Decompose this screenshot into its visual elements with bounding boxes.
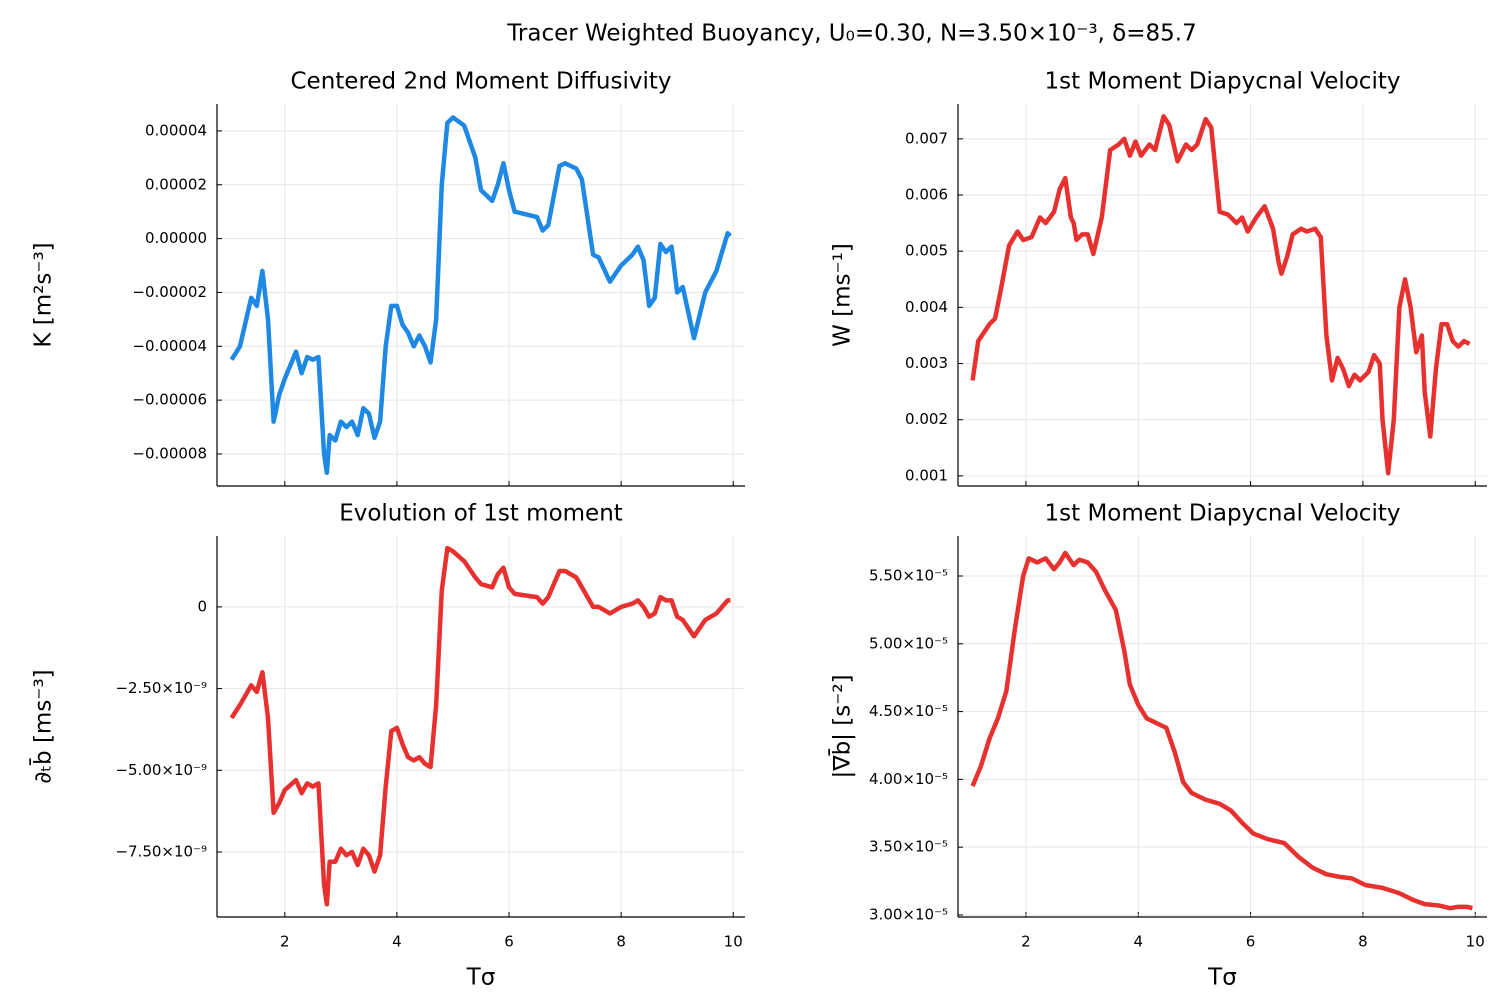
y-axis-label: |∇b̄| [s⁻²]: [827, 674, 855, 778]
y-tick-label: 5.00×10⁻⁵: [869, 634, 948, 652]
x-axis-label: Tσ: [466, 965, 496, 991]
x-tick-label: 2: [280, 933, 290, 951]
y-tick-label: 0.003: [905, 354, 948, 372]
y-tick-label: 0.00004: [145, 121, 207, 139]
data-line: [970, 550, 1473, 911]
y-tick-label: −7.50×10⁻⁹: [115, 842, 207, 860]
y-tick-label: 4.00×10⁻⁵: [869, 770, 948, 788]
data-line: [229, 545, 731, 907]
figure-title: Tracer Weighted Buoyancy, U₀=0.30, N=3.5…: [506, 21, 1196, 47]
x-tick-label: 6: [504, 933, 514, 951]
y-tick-label: 0.004: [905, 298, 948, 316]
chart-title: 1st Moment Diapycnal Velocity: [1045, 69, 1401, 95]
y-tick-label: 0.001: [905, 466, 948, 484]
x-tick-label: 10: [724, 933, 743, 951]
x-tick-label: 8: [616, 933, 626, 951]
y-tick-label: 0.007: [905, 129, 948, 147]
y-tick-label: 0: [197, 597, 207, 615]
y-tick-label: 5.50×10⁻⁵: [869, 566, 948, 584]
x-tick-label: 8: [1358, 933, 1368, 951]
y-tick-label: 3.00×10⁻⁵: [869, 905, 948, 923]
x-tick-label: 2: [1021, 933, 1031, 951]
y-tick-label: −0.00004: [132, 337, 207, 355]
y-axis-label: W [ms⁻¹]: [830, 243, 856, 347]
y-tick-label: 3.50×10⁻⁵: [869, 838, 948, 856]
y-tick-label: 0.00002: [145, 175, 207, 193]
y-tick-label: −0.00008: [132, 444, 207, 462]
y-tick-label: −5.00×10⁻⁹: [115, 761, 207, 779]
y-tick-label: −0.00002: [132, 283, 207, 301]
y-tick-label: 0.002: [905, 410, 948, 428]
data-line: [970, 114, 1471, 476]
x-tick-label: 4: [1133, 933, 1143, 951]
chart-title: Evolution of 1st moment: [339, 501, 623, 527]
y-axis-label: K [m²s⁻³]: [31, 242, 57, 347]
chart-title: Centered 2nd Moment Diffusivity: [291, 69, 672, 95]
y-tick-label: −2.50×10⁻⁹: [115, 679, 207, 697]
y-tick-label: 0.005: [905, 242, 948, 260]
x-axis-label: Tσ: [1207, 965, 1237, 991]
y-tick-label: 0.00000: [145, 229, 207, 247]
data-line: [229, 115, 732, 476]
x-tick-label: 10: [1466, 933, 1485, 951]
x-tick-label: 4: [392, 933, 402, 951]
y-tick-label: −0.00006: [132, 391, 207, 409]
y-tick-label: 0.006: [905, 186, 948, 204]
y-axis-label: ∂ₜb̄ [ms⁻³]: [28, 669, 56, 783]
chart-title: 1st Moment Diapycnal Velocity: [1045, 501, 1401, 527]
y-tick-label: 4.50×10⁻⁵: [869, 702, 948, 720]
x-tick-label: 6: [1246, 933, 1256, 951]
